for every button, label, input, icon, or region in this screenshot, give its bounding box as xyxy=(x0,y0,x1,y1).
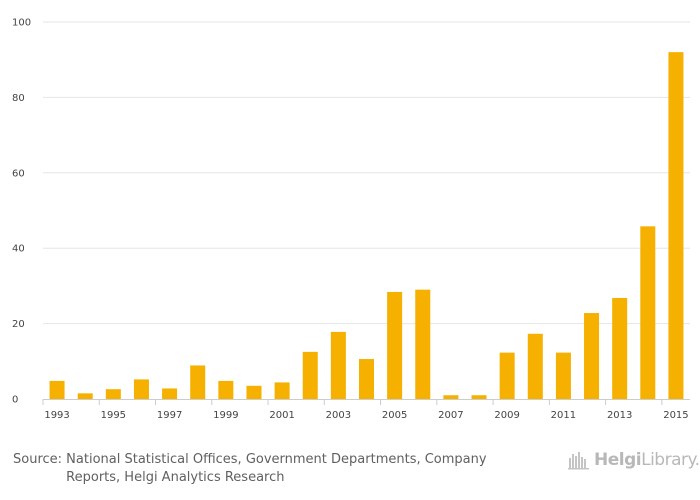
source-text: National Statistical Offices, Government… xyxy=(66,452,487,485)
x-tick-label: 2009 xyxy=(494,410,519,421)
logo-bold: Helgi xyxy=(594,450,642,470)
bar-1994[interactable] xyxy=(77,393,93,399)
bar-2004[interactable] xyxy=(359,359,374,399)
bar-2002[interactable] xyxy=(302,351,318,399)
bar-2011[interactable] xyxy=(555,352,571,399)
y-tick-label: 20 xyxy=(12,319,25,330)
bar-1999[interactable] xyxy=(218,380,234,399)
x-tick-label: 1999 xyxy=(213,410,238,421)
y-axis-ticks: 0 20 40 60 80 100 xyxy=(12,18,31,406)
bar-2007[interactable] xyxy=(443,395,459,399)
bar-2010[interactable] xyxy=(527,333,543,399)
bar-2012[interactable] xyxy=(584,313,600,399)
x-tick-label: 1995 xyxy=(101,410,126,421)
bar-chart: 0 20 40 60 80 100 1993 1995 1997 1999 2001 2003 200… xyxy=(12,18,690,421)
x-tick-label: 2007 xyxy=(438,410,463,421)
bar-2001[interactable] xyxy=(274,382,290,399)
bar-2009[interactable] xyxy=(499,352,515,399)
source-note: Source: National Statistical Offices, Go… xyxy=(13,451,553,487)
x-tick-label: 1997 xyxy=(157,410,182,421)
x-axis: 1993 1995 1997 1999 2001 2003 2005 2007 2009 2011… xyxy=(42,399,690,421)
x-tick-label: 2001 xyxy=(269,410,294,421)
x-tick-label: 1993 xyxy=(44,410,69,421)
bar-2014[interactable] xyxy=(640,226,656,399)
x-tick-label: 2015 xyxy=(663,410,688,421)
helgi-library-logo[interactable]: HelgiLibrary. xyxy=(568,448,700,472)
x-tick-label: 2005 xyxy=(382,410,407,421)
bars xyxy=(49,52,684,399)
y-tick-label: 60 xyxy=(12,168,25,179)
bar-2006[interactable] xyxy=(415,289,431,399)
logo-light: Library. xyxy=(641,450,700,470)
x-tick-label: 2011 xyxy=(551,410,576,421)
bar-2008[interactable] xyxy=(471,395,487,399)
bar-2013[interactable] xyxy=(612,297,628,399)
y-tick-label: 40 xyxy=(12,244,25,255)
bar-1997[interactable] xyxy=(162,388,178,399)
bar-2000[interactable] xyxy=(246,385,262,399)
bar-1996[interactable] xyxy=(133,379,149,399)
x-tick-label: 2003 xyxy=(326,410,351,421)
bar-2015[interactable] xyxy=(668,52,684,399)
grid-lines xyxy=(43,21,690,325)
y-tick-label: 100 xyxy=(12,18,31,29)
bar-1995[interactable] xyxy=(105,389,121,399)
bar-1998[interactable] xyxy=(190,365,206,399)
bar-1993[interactable] xyxy=(49,380,65,399)
bar-2005[interactable] xyxy=(387,291,403,399)
x-tick-label: 2013 xyxy=(607,410,632,421)
y-tick-label: 80 xyxy=(12,93,25,104)
logo-text: HelgiLibrary. xyxy=(594,450,700,470)
bar-2003[interactable] xyxy=(330,331,346,399)
y-tick-label: 0 xyxy=(12,395,18,406)
library-icon xyxy=(568,452,589,470)
source-label: Source: xyxy=(13,452,63,467)
